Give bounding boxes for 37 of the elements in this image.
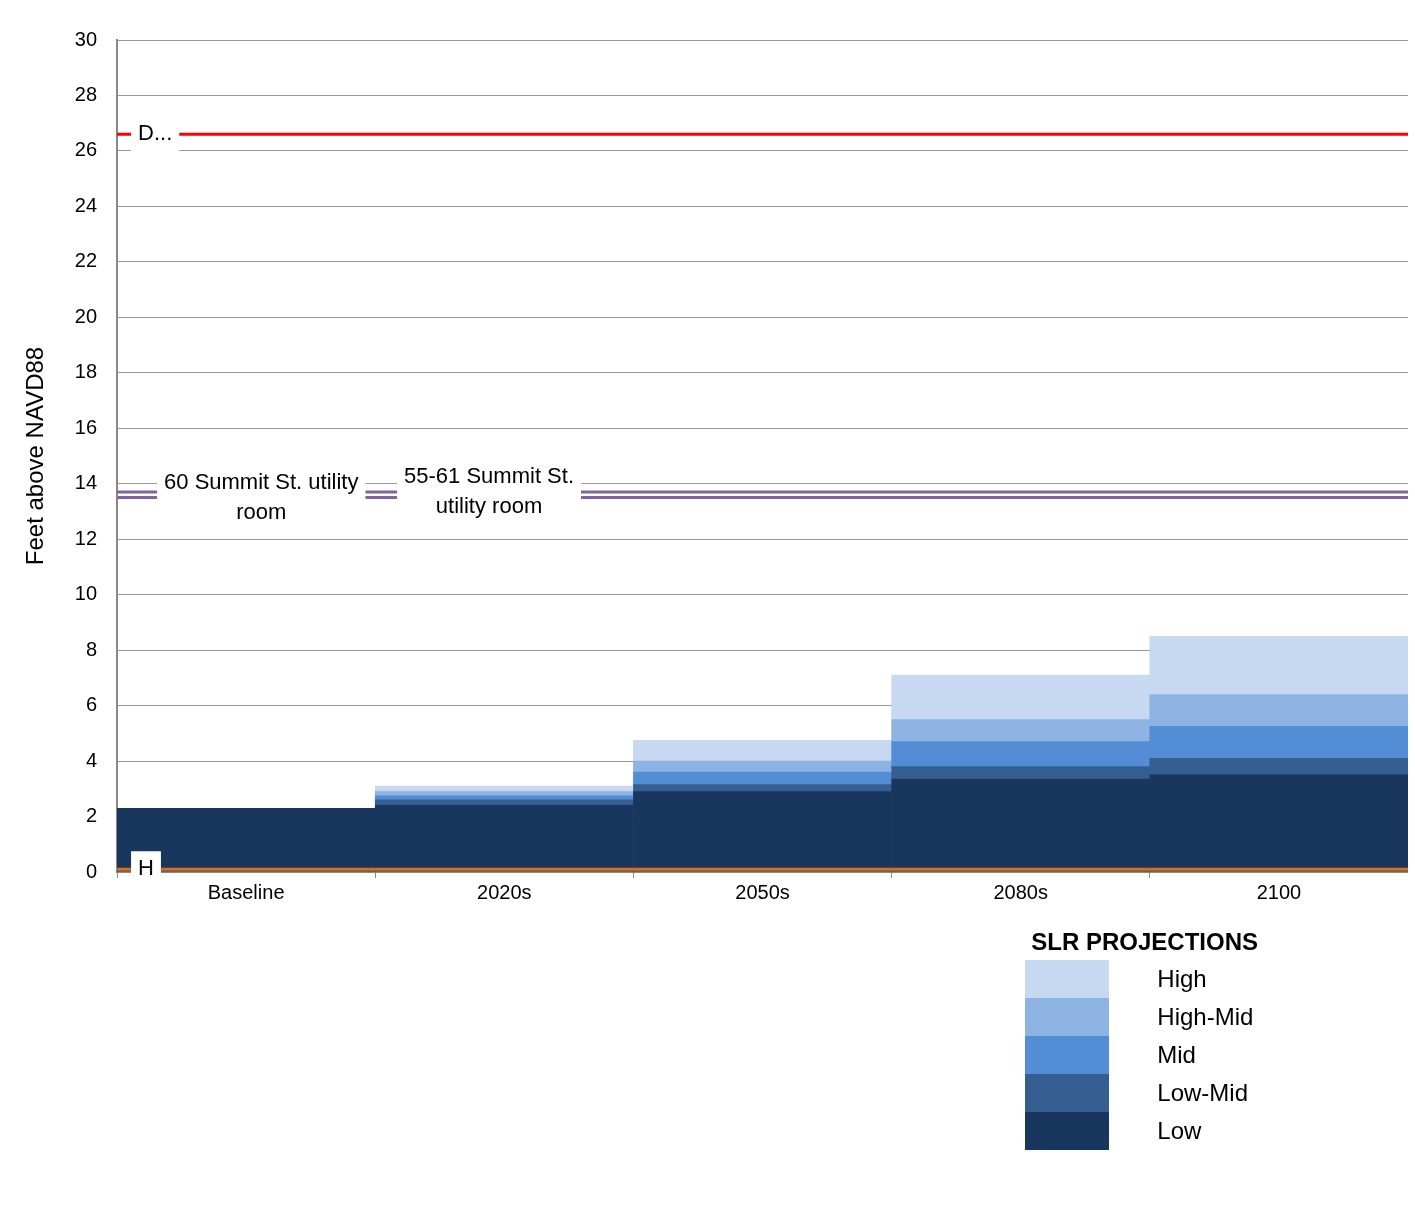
y-tick-label: 8 <box>85 637 98 660</box>
y-tick-label: 2 <box>85 804 98 827</box>
y-tick-label: 16 <box>74 415 98 438</box>
y-tick-label: 22 <box>74 249 98 272</box>
bar <box>633 771 892 785</box>
y-tick-label: 26 <box>74 138 98 161</box>
y-tick-label: 10 <box>74 582 98 605</box>
bar <box>633 784 892 792</box>
legend-label: Low-Mid <box>1157 1079 1248 1107</box>
legend-title: SLR PROJECTIONS <box>1031 928 1258 956</box>
ref-line-label: D... <box>138 120 173 146</box>
ref-line-label: 55-61 Summit St. utility room <box>404 463 574 519</box>
ref-line-label: H <box>138 855 154 881</box>
y-tick-label: 6 <box>85 693 98 716</box>
y-tick-label: 30 <box>74 27 98 50</box>
y-tick-label: 14 <box>74 471 98 494</box>
legend-label: Low <box>1157 1117 1202 1145</box>
y-axis-title: Feet above NAVD88 <box>21 346 49 566</box>
bar <box>374 795 634 801</box>
x-tick-label: 2100 <box>1256 880 1302 903</box>
y-tick-label: 20 <box>74 304 98 327</box>
y-tick-label: 28 <box>74 82 98 105</box>
legend-label: Mid <box>1157 1041 1196 1069</box>
x-tick-label: 2050s <box>735 880 790 903</box>
bar <box>633 760 892 773</box>
x-tick-label: Baseline <box>207 880 285 903</box>
y-tick-label: 24 <box>74 193 98 216</box>
y-tick-label: 12 <box>74 526 98 549</box>
legend-label: High-Mid <box>1157 1003 1254 1031</box>
y-tick-label: 18 <box>74 360 98 383</box>
y-tick-label: 0 <box>85 859 98 882</box>
y-tick-label: 4 <box>85 748 98 771</box>
x-tick-label: 2080s <box>993 880 1048 903</box>
bar <box>633 739 892 762</box>
x-tick-label: 2020s <box>477 880 532 903</box>
ref-line-label: 60 Summit St. utility room <box>164 468 359 524</box>
legend-label: High <box>1157 965 1207 993</box>
